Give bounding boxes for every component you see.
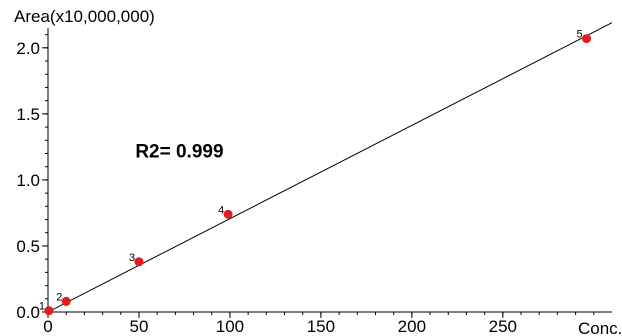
x-tick-label: 100 <box>216 317 244 336</box>
labels: 12 3 4 5 <box>39 29 583 313</box>
point-label-3: 3 <box>129 252 135 264</box>
data-point-5 <box>582 34 592 44</box>
y-tick-label: 0.5 <box>16 237 40 256</box>
data-point-3 <box>134 257 144 267</box>
x-tick-label: 0 <box>43 317 52 336</box>
r-squared-annotation: R2= 0.999 <box>135 141 223 162</box>
fit-line-layer <box>48 22 612 312</box>
y-tick-label: 2.0 <box>16 39 40 58</box>
x-tick-label: 50 <box>130 317 149 336</box>
data-points <box>44 34 592 316</box>
point-label-1: 1 <box>39 301 45 313</box>
point-label-2: 2 <box>56 291 62 303</box>
x-tick-label: 200 <box>398 317 426 336</box>
x-tick-label: 150 <box>307 317 335 336</box>
y-axis-title: Area(x10,000,000) <box>14 7 155 26</box>
data-point-2 <box>61 296 71 306</box>
y-tick-label: 0.0 <box>16 303 40 322</box>
point-label-5: 5 <box>577 29 583 41</box>
axes: 0.0 0.5 1.0 1.5 2.0 0 50 100 150 200 250 <box>16 28 612 336</box>
y-tick-label: 1.0 <box>16 171 40 190</box>
regression-line <box>48 22 612 312</box>
y-tick-label: 1.5 <box>16 105 40 124</box>
data-point-4 <box>223 209 233 219</box>
point-label-4: 4 <box>218 204 224 216</box>
data-point-1 <box>44 306 54 316</box>
x-tick-label: 250 <box>489 317 517 336</box>
x-axis-title: Conc. <box>578 319 622 336</box>
